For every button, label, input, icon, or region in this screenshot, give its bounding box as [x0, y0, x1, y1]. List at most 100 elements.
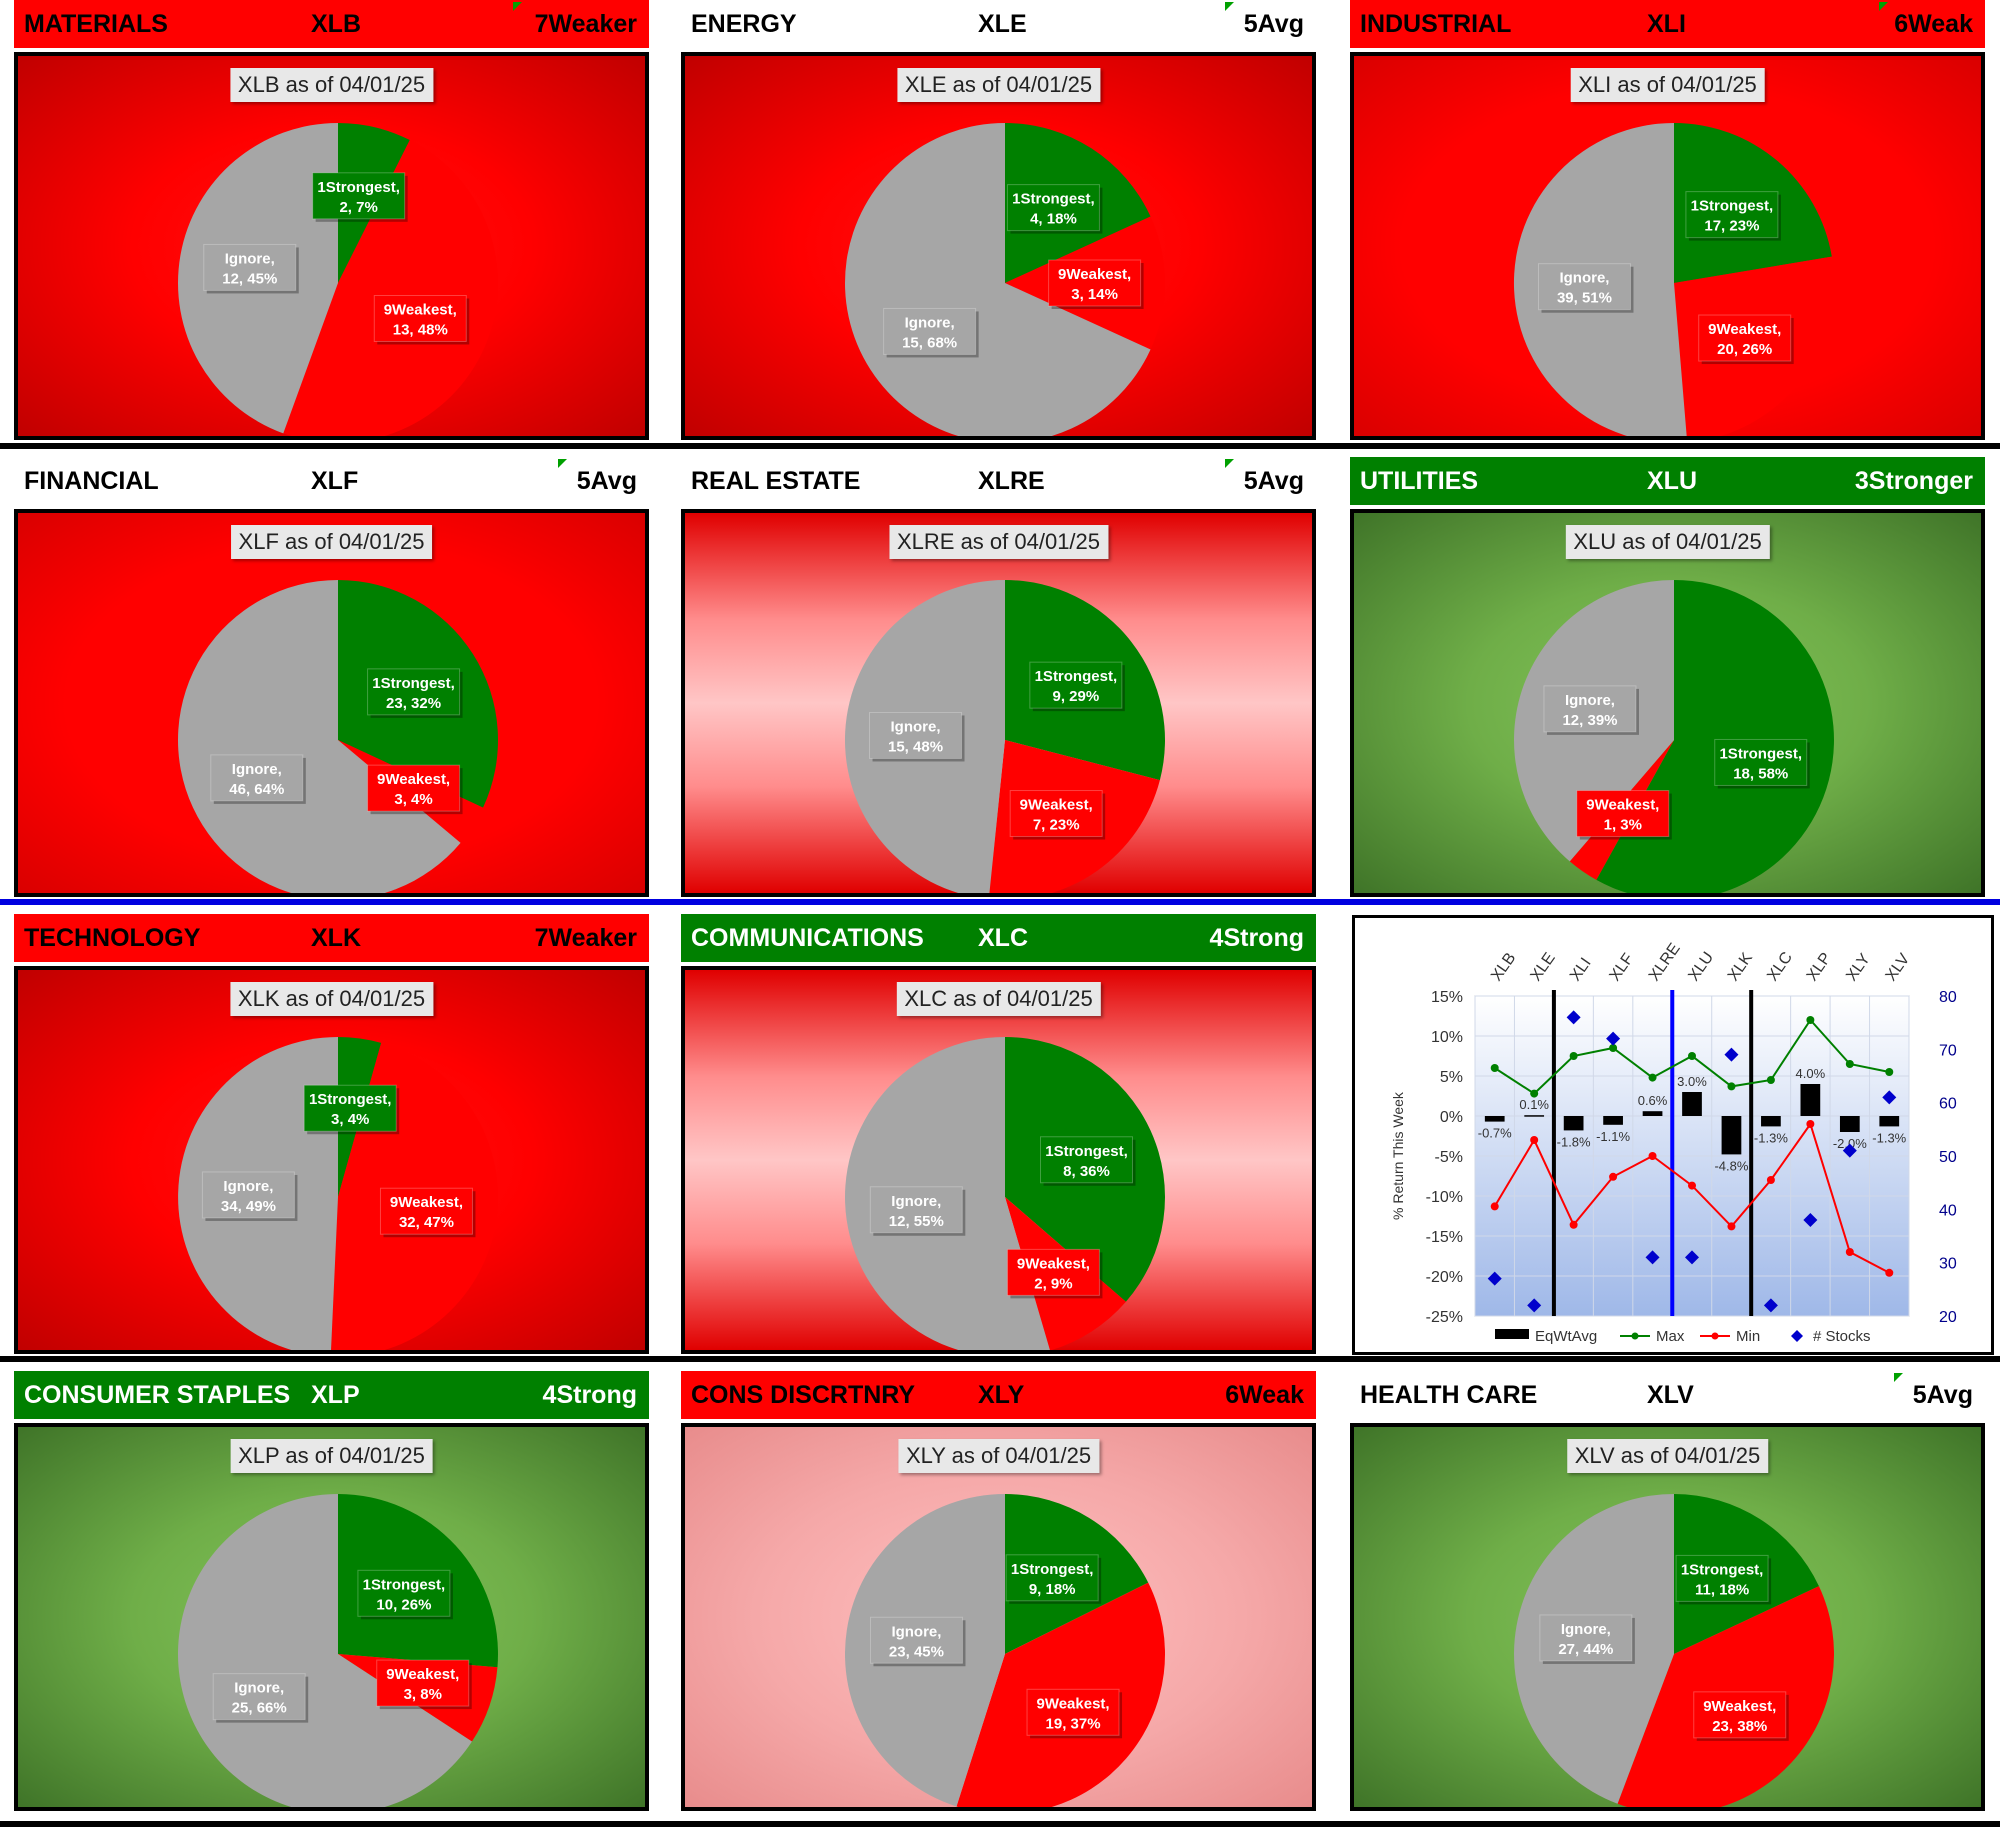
pie-data-label-text: Ignore, 12, 55%: [889, 1193, 944, 1230]
pie-data-label: 1Strongest, 9, 29%: [1029, 661, 1125, 712]
legend-swatch-eqwtavg: [1495, 1329, 1529, 1339]
pie-slice-ignore: [178, 1494, 472, 1807]
pie-chart: 1Strongest, 4, 18% 9Weakest, 3, 14% Ignore, 1…: [845, 123, 1166, 436]
pie-data-label-text: 1Strongest, 10, 26%: [363, 1576, 446, 1613]
pie-data-label: 1Strongest, 23, 32%: [367, 668, 463, 718]
sector-cell-xlk: TECHNOLOGY XLK 7Weaker XLK as of 04/01/25 1S…: [0, 914, 655, 1370]
pie-data-label-text: 9Weakest, 20, 26%: [1708, 321, 1781, 358]
pie-data-label-text: 9Weakest, 3, 8%: [386, 1666, 459, 1703]
y-tick-label: 10%: [1431, 1029, 1463, 1046]
cell-comment-flag-icon: [1879, 2, 1888, 11]
pie-data-label: 9Weakest, 7, 23%: [1009, 790, 1106, 840]
max-point: [1530, 1089, 1539, 1098]
pie-chart: 1Strongest, 2, 7% 9Weakest, 13, 48% Ignore, 1…: [178, 123, 498, 436]
y-tick-label: -20%: [1426, 1269, 1463, 1286]
pie-data-label-text: 9Weakest, 1, 3%: [1586, 797, 1659, 834]
pie-data-label: 9Weakest, 1, 3%: [1576, 790, 1672, 840]
pie-data-label: Ignore, 27, 44%: [1539, 1614, 1635, 1664]
pie-panel: XLI as of 04/01/25 1Strongest, 17, 23% 9Wea…: [1350, 52, 1985, 440]
pie-data-label-text: 1Strongest, 17, 23%: [1691, 198, 1774, 235]
pie-chart: 1Strongest, 17, 23% 9Weakest, 20, 26% Ignore…: [1513, 123, 1834, 436]
pie-panel: XLC as of 04/01/25 1Strongest, 8, 36% 9Weak…: [681, 966, 1316, 1354]
sector-rating: 4Strong: [542, 1381, 637, 1409]
stocks-count-point: [1487, 1271, 1502, 1286]
pie-data-label: 9Weakest, 20, 26%: [1698, 314, 1794, 365]
pie-panel: XLP as of 04/01/25 1Strongest, 10, 26% 9Wea…: [14, 1423, 649, 1811]
sector-header: UTILITIES XLU 3Stronger: [1350, 457, 1985, 505]
eqwtavg-bar-label: -4.8%: [1714, 1158, 1748, 1173]
sector-rating: 5Avg: [1912, 1381, 1973, 1409]
row-separator: [0, 1356, 2000, 1362]
stocks-count-point: [1685, 1250, 1699, 1265]
sector-cell-xle: ENERGY XLE 5Avg XLE as of 04/01/25 1Stronges…: [667, 0, 1322, 456]
pie-data-label: 1Strongest, 8, 36%: [1040, 1136, 1136, 1186]
y2-tick-label: 80: [1939, 989, 1957, 1006]
min-point: [1609, 1172, 1618, 1181]
category-label: XLP: [1804, 950, 1835, 985]
pie-data-label: 9Weakest, 3, 4%: [367, 764, 463, 815]
pie-data-label-text: 9Weakest, 3, 14%: [1058, 266, 1131, 303]
bottom-border: [0, 1821, 2000, 1827]
sector-ticker: XLI: [1647, 10, 1686, 38]
stocks-count-point: [1842, 1143, 1857, 1158]
eqwtavg-bar: [1761, 1116, 1781, 1127]
sector-cell-xlb: MATERIALS XLB 7Weaker XLB as of 04/01/25 1St…: [0, 0, 655, 456]
max-point: [1806, 1016, 1815, 1024]
eqwtavg-bar-label: -1.3%: [1754, 1130, 1788, 1145]
pie-chart: 1Strongest, 23, 32% 9Weakest, 3, 4% Ignore, 4…: [178, 580, 499, 893]
legend-label: EqWtAvg: [1535, 1328, 1597, 1345]
eqwtavg-bar-label: -0.7%: [1478, 1126, 1512, 1141]
y-tick-label: -25%: [1426, 1309, 1463, 1326]
pie-title: XLK as of 04/01/25: [229, 982, 434, 1016]
category-label: XLI: [1567, 955, 1595, 984]
summary-return-chart: 15% 10% 5% 0% -5% -10% -15% -20% -25% 80 70 60 50 40 3…: [1352, 915, 1994, 1355]
stocks-count-point: [1724, 1047, 1739, 1062]
sector-name: REAL ESTATE: [691, 467, 861, 495]
min-point: [1688, 1181, 1696, 1190]
pie-data-label-text: 9Weakest, 2, 9%: [1017, 1255, 1090, 1292]
pie-chart: 1Strongest, 11, 18% 9Weakest, 23, 38% Ignore…: [1514, 1494, 1834, 1807]
pie-data-label-text: 9Weakest, 7, 23%: [1020, 797, 1093, 834]
category-label: XLK: [1725, 950, 1756, 985]
max-point: [1609, 1044, 1618, 1052]
sector-name: UTILITIES: [1360, 467, 1479, 495]
pie-data-label: 9Weakest, 2, 9%: [1006, 1248, 1103, 1299]
sector-header: INDUSTRIAL XLI 6Weak: [1350, 0, 1985, 48]
pie-data-label: Ignore, 15, 68%: [883, 307, 979, 358]
pie-data-label-text: 1Strongest, 3, 4%: [309, 1091, 392, 1128]
pie-data-label: Ignore, 12, 45%: [203, 243, 299, 294]
pie-data-label-text: Ignore, 25, 66%: [232, 1680, 287, 1717]
row-separator-blue: [0, 899, 2000, 905]
sector-cell-xlf: FINANCIAL XLF 5Avg XLF as of 04/01/25 1Stron…: [0, 457, 655, 913]
sector-name: ENERGY: [691, 10, 797, 38]
sector-rating: 6Weak: [1225, 1381, 1304, 1409]
pie-chart: 1Strongest, 8, 36% 9Weakest, 2, 9% Ignore, 12…: [845, 1037, 1166, 1350]
pie-data-label: 9Weakest, 3, 8%: [376, 1659, 472, 1710]
pie-data-label: 1Strongest, 4, 18%: [1006, 184, 1103, 234]
pie-data-label-text: 9Weakest, 3, 4%: [377, 771, 450, 808]
eqwtavg-bar-label: -1.1%: [1596, 1129, 1630, 1144]
y2-tick-label: 40: [1939, 1202, 1957, 1219]
pie-title: XLC as of 04/01/25: [896, 982, 1101, 1016]
pie-title: XLB as of 04/01/25: [229, 68, 434, 102]
pie-chart: 1Strongest, 3, 4% 9Weakest, 32, 47% Ignore, 3…: [178, 1037, 498, 1350]
stocks-count-point: [1803, 1213, 1818, 1227]
min-point: [1885, 1268, 1894, 1277]
pie-data-label-text: 1Strongest, 4, 18%: [1012, 191, 1095, 228]
sector-cell-xlc: COMMUNICATIONS XLC 4Strong XLC as of 04/01/…: [667, 914, 1322, 1370]
pie-data-label: 1Strongest, 11, 18%: [1675, 1554, 1772, 1605]
sector-header: REAL ESTATE XLRE 5Avg: [681, 457, 1316, 505]
sector-rating: 4Strong: [1209, 924, 1304, 952]
pie-data-label: 1Strongest, 9, 18%: [1005, 1554, 1102, 1604]
eqwtavg-bar-label: 0.1%: [1519, 1097, 1549, 1112]
y2-tick-label: 20: [1939, 1309, 1957, 1326]
legend-swatch-stocks: [1791, 1330, 1803, 1342]
y-tick-label: -10%: [1426, 1189, 1463, 1206]
category-label: XLB: [1488, 950, 1519, 985]
sector-ticker: XLF: [311, 467, 359, 495]
eqwtavg-bar-label: -2.0%: [1833, 1136, 1867, 1151]
pie-panel: XLB as of 04/01/25 1Strongest, 2, 7% 9Weake…: [14, 52, 649, 440]
sector-cell-xlp: CONSUMER STAPLES XLP 4Strong XLP as of 04/0…: [0, 1371, 655, 1827]
pie-data-label-text: 1Strongest, 9, 29%: [1035, 668, 1118, 705]
pie-title: XLF as of 04/01/25: [230, 525, 433, 559]
